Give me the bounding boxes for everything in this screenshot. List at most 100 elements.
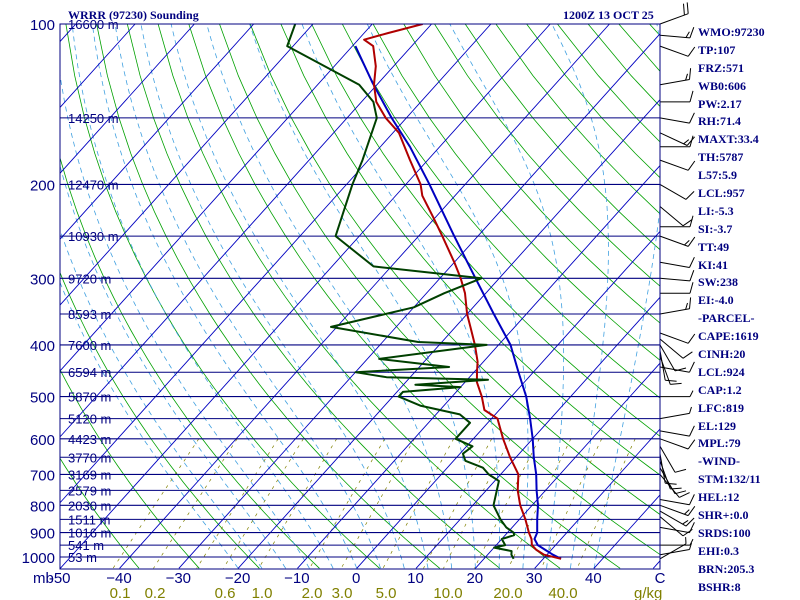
wind-barb [659, 270, 695, 282]
mixing-ratio-unit-label: g/kg [634, 585, 662, 600]
wind-barb-flag [684, 509, 690, 515]
dry-adiabat [60, 457, 140, 569]
isotherm [178, 33, 660, 569]
wind-barb [659, 206, 693, 227]
wind-barb [660, 282, 694, 294]
wind-barb-flag [683, 3, 685, 16]
moist-adiabat [366, 24, 529, 569]
wind-barb [659, 361, 695, 373]
height-label: 5870 m [68, 390, 111, 405]
wind-barb [659, 332, 696, 344]
wind-barb-staff [659, 366, 690, 373]
wind-barb [659, 112, 695, 124]
pressure-tick-label: 700 [30, 467, 55, 484]
wind-barb-flag [689, 135, 694, 147]
wind-barb-flag [689, 27, 695, 39]
wind-barb [659, 406, 692, 420]
height-label: 5120 m [68, 412, 111, 427]
isotherm [60, 24, 373, 372]
wind-barb-staff [659, 499, 690, 506]
wind-barb-staff [659, 261, 690, 268]
wind-barb-staff [659, 79, 690, 86]
wind-barb [659, 235, 696, 247]
wind-barb-staff [659, 159, 689, 171]
pressure-tick-label: 800 [30, 498, 55, 515]
background-grid [0, 24, 660, 569]
wind-barb [659, 45, 696, 57]
height-label: 541 m [68, 538, 104, 553]
dry-adiabat [249, 24, 660, 515]
wind-barb-flag [686, 2, 689, 14]
wind-barb-flag [689, 90, 694, 103]
stat-item: L57:5.9 [698, 168, 737, 183]
plot-frame [59, 23, 661, 570]
mixing-ratio-line [112, 438, 200, 569]
wind-barb-staff [659, 34, 690, 39]
isobars [60, 23, 660, 558]
wind-barb [660, 135, 694, 148]
wind-barb-flag [684, 240, 690, 246]
pressure-tick-label: 200 [30, 177, 55, 194]
isotherm [119, 24, 610, 569]
stat-item: SI:-3.7 [698, 221, 733, 236]
height-label: 1511 m [68, 512, 110, 527]
isotherm [60, 24, 492, 504]
isotherm [60, 24, 432, 438]
temperature-tick-label: −40 [106, 570, 131, 587]
moist-adiabat [249, 24, 476, 569]
wind-barb [659, 542, 692, 556]
stat-item: MAXT:33.4 [698, 132, 759, 147]
wind-barb-flag [670, 382, 682, 385]
isotherm [415, 296, 660, 569]
isotherm [297, 164, 660, 569]
mixing-ratio-line [340, 438, 415, 569]
wind-barb-staff [659, 350, 666, 381]
dry-adiabat [311, 24, 660, 437]
temperature-tick-label: 40 [585, 570, 602, 587]
wind-barb-staff [659, 132, 688, 146]
mixing-ratio-tick-label: 3.0 [332, 585, 353, 600]
dry-adiabat [372, 24, 660, 361]
wind-barb-staff [659, 206, 684, 227]
wind-barb-flag [679, 492, 690, 498]
wind-barb-flag [687, 333, 696, 344]
dewpoint-trace [286, 24, 516, 560]
wind-barb [659, 474, 690, 498]
wind-barb-flag [689, 522, 695, 533]
mixing-ratio-line [576, 438, 636, 569]
isotherm [0, 24, 17, 568]
sounding-profiles [286, 24, 562, 560]
dry-adiabat [60, 156, 320, 569]
wind-barb [660, 390, 694, 398]
height-label: 3770 m [68, 450, 111, 465]
stat-item: STM:132/11 [698, 472, 761, 487]
wind-barb-flag [685, 31, 690, 38]
wind-barb [659, 159, 696, 171]
wind-barb-staff [659, 117, 690, 124]
wind-barb [660, 90, 694, 103]
stat-item: LI:-5.3 [698, 203, 734, 218]
wind-barb-flag [689, 425, 695, 437]
wind-barb-flag [685, 517, 695, 527]
wind-barb-flag [689, 297, 692, 309]
wind-barb-flag [687, 236, 696, 247]
wind-barb-staff [659, 504, 689, 517]
stat-item: RH:71.4 [698, 114, 741, 129]
mixing-ratio-line [540, 438, 603, 569]
station-title: WRRR (97230) Sounding [68, 8, 199, 22]
stat-item: LCL:924 [698, 364, 745, 379]
sounding-time: 1200Z 13 OCT 25 [563, 8, 654, 22]
stat-item: -WIND- [698, 454, 740, 469]
mixing-ratio-line [382, 438, 455, 569]
wind-barb [659, 438, 696, 450]
wind-barbs [659, 2, 696, 560]
wind-barb-flag [665, 379, 677, 382]
moist-adiabat [170, 24, 429, 569]
stat-item: SRDS:100 [698, 525, 751, 540]
pressure-tick-label: 300 [30, 271, 55, 288]
temperature-tick-label: -50 [49, 570, 71, 587]
mixing-ratio-tick-label: 0.2 [145, 585, 166, 600]
pressure-unit-label: mb [33, 570, 54, 587]
wind-barb-staff [659, 516, 684, 537]
stat-item: MPL:79 [698, 436, 741, 451]
